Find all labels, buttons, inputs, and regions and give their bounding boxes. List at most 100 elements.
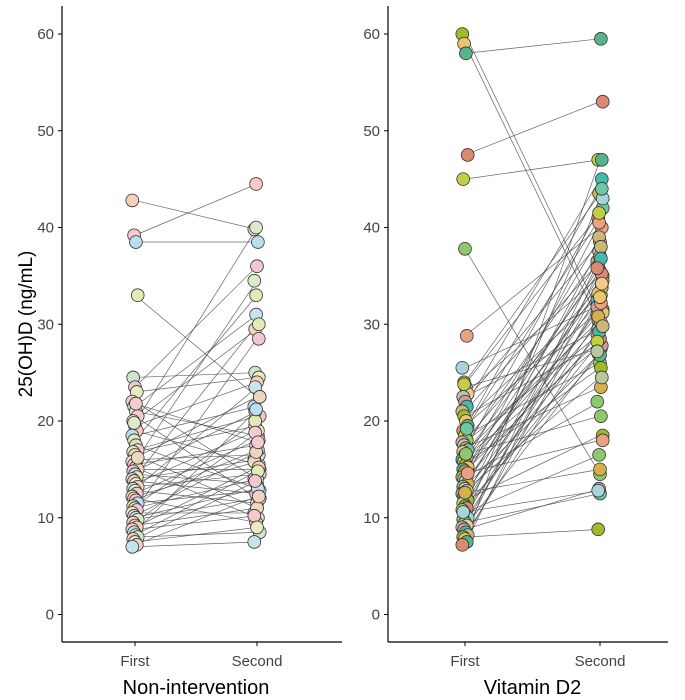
pair-line bbox=[464, 341, 601, 511]
pair-line bbox=[464, 299, 601, 460]
first-point bbox=[129, 396, 143, 411]
pair-line bbox=[134, 440, 258, 494]
first-point bbox=[456, 505, 471, 519]
pair-line bbox=[464, 490, 601, 513]
pair-line bbox=[134, 498, 258, 521]
pair-line bbox=[464, 529, 601, 538]
pair-line bbox=[134, 401, 258, 480]
pair-line bbox=[134, 396, 258, 459]
pair-line bbox=[134, 454, 258, 509]
panel-label-non-intervention: Non-intervention bbox=[123, 677, 270, 699]
y-axis-title: 25(OH)D (ng/mL) bbox=[16, 251, 37, 398]
pair-line bbox=[464, 302, 601, 517]
pair-line bbox=[134, 294, 258, 398]
second-point bbox=[594, 240, 608, 254]
pair-line bbox=[134, 314, 258, 407]
first-point bbox=[457, 377, 471, 392]
y-tick-label: 30 bbox=[37, 316, 54, 333]
pair-line bbox=[134, 377, 258, 393]
pair-line bbox=[464, 241, 601, 402]
pair-line bbox=[134, 280, 258, 462]
second-point bbox=[590, 344, 605, 359]
second-point bbox=[595, 94, 610, 109]
pair-line bbox=[464, 493, 601, 523]
pair-line bbox=[464, 178, 601, 407]
x-tick-label-first: First bbox=[120, 653, 150, 670]
pair-line bbox=[464, 43, 601, 325]
pair-line bbox=[134, 480, 258, 494]
pair-line bbox=[134, 328, 258, 422]
pair-line bbox=[464, 267, 601, 545]
pair-line bbox=[134, 430, 258, 465]
pair-line bbox=[134, 386, 258, 489]
first-point bbox=[125, 193, 140, 208]
first-point bbox=[127, 416, 141, 430]
pair-line bbox=[134, 403, 258, 443]
pair-line bbox=[464, 159, 601, 543]
second-point bbox=[249, 288, 263, 303]
second-point bbox=[594, 32, 608, 46]
second-point bbox=[592, 448, 606, 462]
pair-line bbox=[134, 507, 258, 526]
pair-line bbox=[464, 248, 601, 475]
second-point bbox=[592, 206, 606, 220]
pair-line bbox=[464, 207, 601, 451]
second-point bbox=[247, 273, 262, 288]
pair-line bbox=[464, 469, 601, 493]
pair-line bbox=[134, 430, 258, 485]
pair-line bbox=[134, 480, 258, 540]
second-point bbox=[590, 394, 605, 409]
pair-line bbox=[134, 541, 258, 548]
pair-line bbox=[134, 478, 258, 509]
pair-line bbox=[134, 406, 258, 436]
second-point bbox=[593, 462, 607, 477]
y-tick-label: 20 bbox=[37, 413, 54, 430]
first-point bbox=[460, 466, 475, 481]
second-point bbox=[249, 402, 263, 417]
second-point bbox=[247, 535, 262, 549]
pair-line bbox=[464, 159, 601, 180]
second-point bbox=[250, 259, 264, 274]
pair-line bbox=[134, 294, 258, 441]
pair-line bbox=[464, 236, 601, 462]
pair-line bbox=[134, 470, 258, 536]
pair-line bbox=[134, 420, 258, 507]
pair-line bbox=[134, 496, 258, 546]
y-tick-label: 40 bbox=[363, 220, 380, 237]
second-point bbox=[251, 331, 266, 346]
second-point bbox=[594, 182, 609, 196]
y-tick-label: 20 bbox=[363, 413, 380, 430]
second-point bbox=[252, 390, 267, 404]
pair-line bbox=[464, 273, 601, 509]
first-point bbox=[129, 235, 143, 249]
second-point bbox=[248, 474, 263, 488]
pair-line bbox=[134, 467, 258, 528]
y-tick-label: 50 bbox=[37, 123, 54, 140]
pair-lines bbox=[134, 33, 601, 548]
panel-label-vitamin-d2: Vitamin D2 bbox=[484, 677, 581, 699]
pair-line bbox=[464, 212, 601, 385]
pair-line bbox=[134, 415, 258, 451]
second-point bbox=[595, 433, 610, 448]
x-tick-label-first: First bbox=[450, 653, 480, 670]
second-point bbox=[248, 414, 263, 428]
pair-line bbox=[464, 293, 601, 504]
pair-line bbox=[464, 246, 601, 499]
axis-labels: 25(OH)D (ng/mL) Non-intervention Vitamin … bbox=[16, 251, 581, 699]
first-point bbox=[459, 447, 473, 461]
second-point bbox=[251, 489, 266, 504]
pair-line bbox=[464, 415, 601, 455]
first-point bbox=[459, 46, 473, 61]
pair-line bbox=[464, 193, 601, 383]
y-tick-label: 0 bbox=[372, 607, 380, 624]
data-points bbox=[125, 27, 610, 554]
second-point bbox=[591, 522, 605, 537]
first-point bbox=[125, 539, 140, 554]
pair-line bbox=[134, 338, 258, 511]
pair-line bbox=[134, 490, 258, 504]
first-point bbox=[455, 538, 470, 552]
pair-line bbox=[464, 435, 601, 501]
pair-line bbox=[464, 322, 601, 482]
pair-line bbox=[134, 451, 258, 517]
